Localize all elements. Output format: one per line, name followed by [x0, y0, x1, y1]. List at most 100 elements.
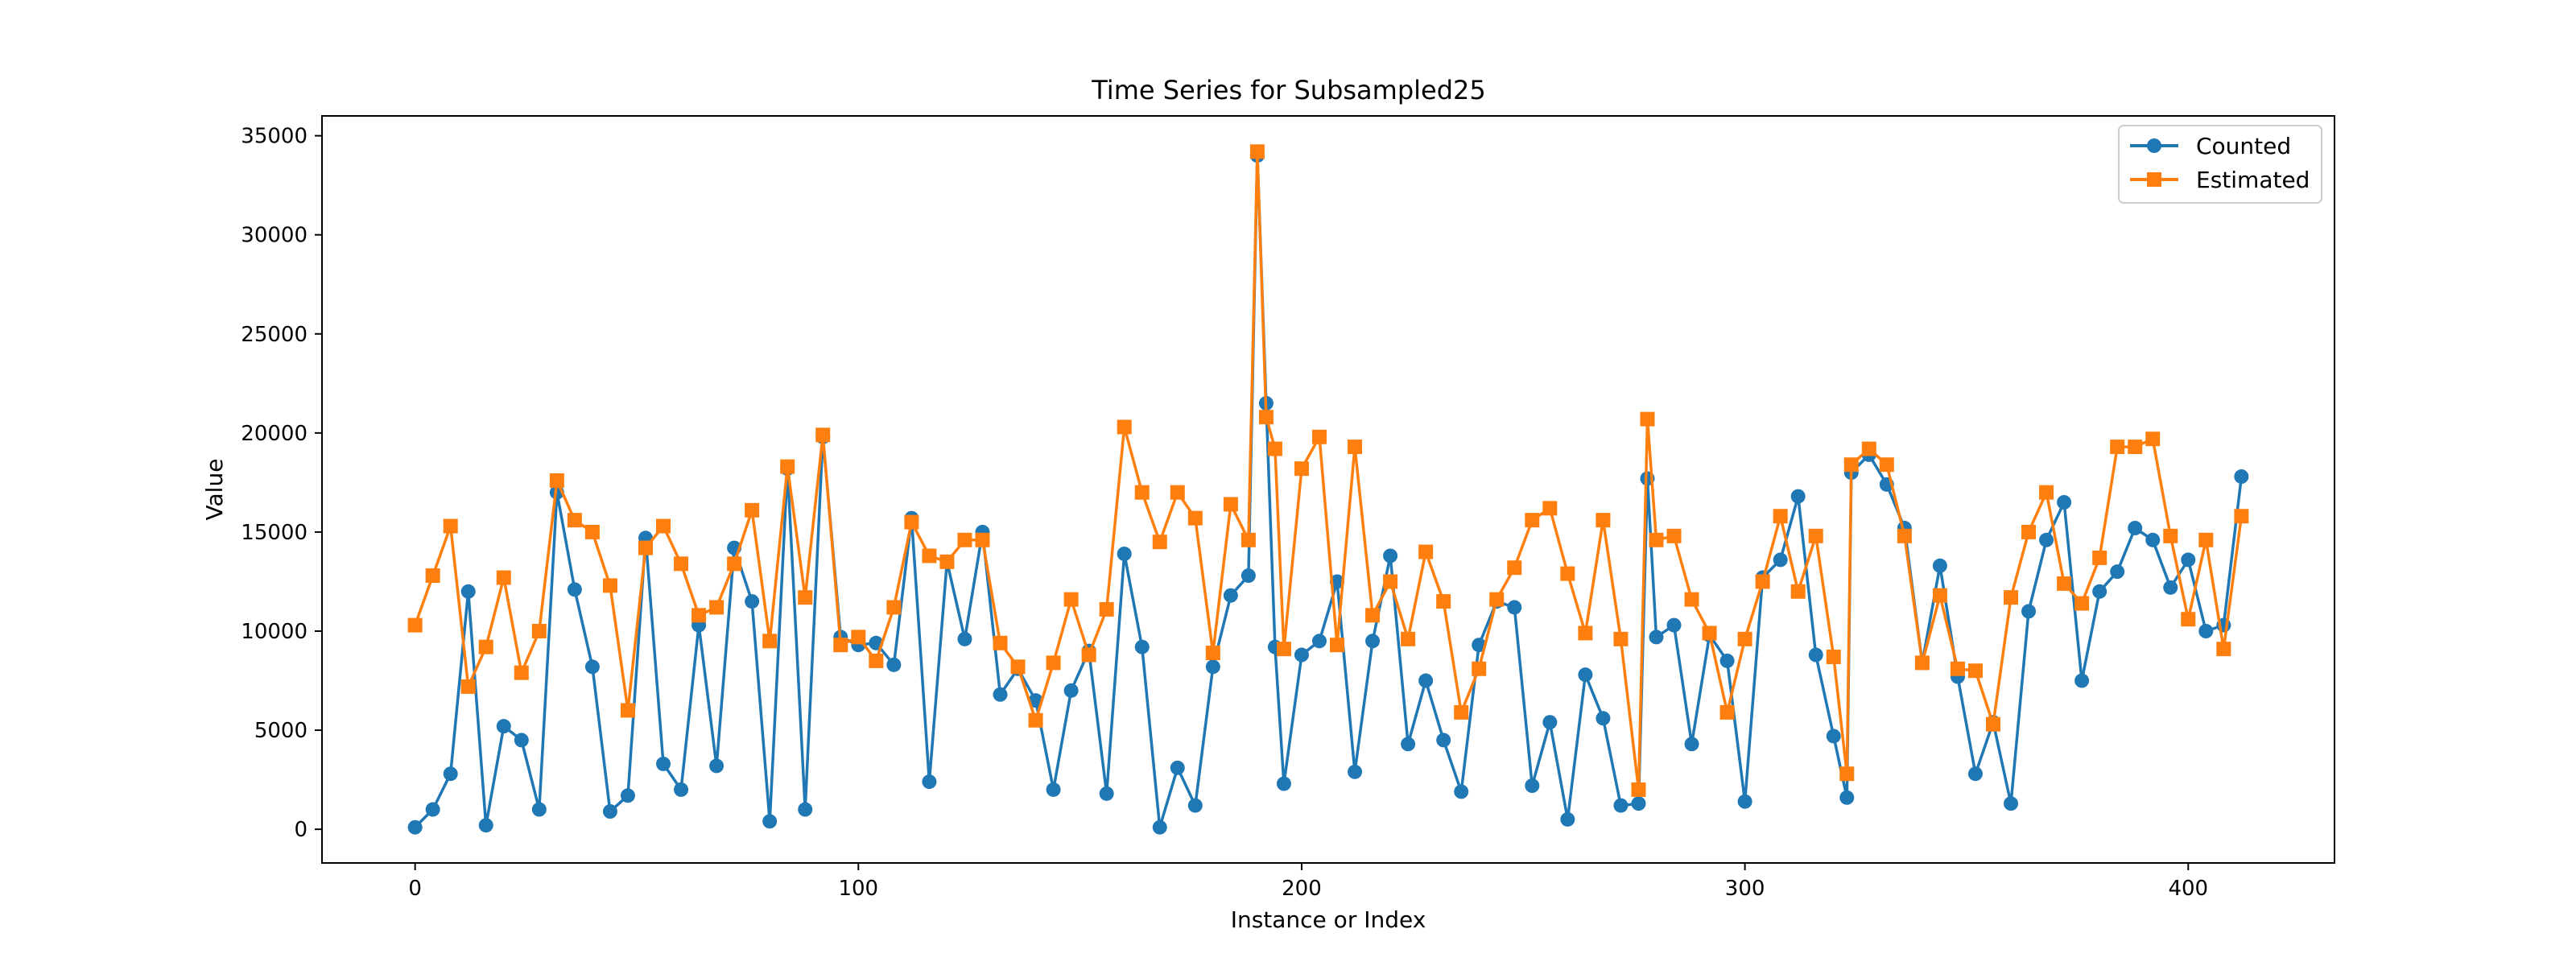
- data-point-estimated: [1596, 513, 1611, 528]
- data-point-estimated: [762, 634, 778, 649]
- data-point-counted: [478, 818, 493, 833]
- data-point-estimated: [531, 624, 547, 638]
- data-point-counted: [1826, 729, 1841, 744]
- data-point-counted: [407, 819, 423, 835]
- data-point-counted: [2057, 495, 2072, 510]
- data-point-estimated: [1010, 659, 1026, 675]
- data-point-estimated: [2216, 642, 2231, 657]
- data-point-estimated: [496, 570, 511, 585]
- data-point-estimated: [656, 518, 671, 534]
- data-point-estimated: [2163, 528, 2178, 543]
- data-point-counted: [2181, 552, 2196, 568]
- ticks-layer: 0 100 200 300 400 0 5000 10000 15000 20000 25000 30…: [241, 125, 2208, 901]
- x-tick-label: 400: [2168, 877, 2208, 901]
- data-point-estimated: [1348, 440, 1363, 455]
- data-point-counted: [1046, 782, 1061, 797]
- data-point-estimated: [727, 556, 742, 572]
- data-point-counted: [1187, 798, 1203, 813]
- data-point-counted: [1401, 737, 1416, 752]
- data-point-counted: [1525, 778, 1540, 793]
- data-point-counted: [2145, 532, 2161, 547]
- data-point-counted: [1436, 733, 1451, 748]
- data-point-estimated: [2021, 524, 2037, 539]
- data-point-estimated: [798, 590, 813, 605]
- data-point-estimated: [691, 608, 707, 623]
- data-point-estimated: [922, 548, 937, 564]
- data-point-estimated: [425, 568, 440, 584]
- x-tick-label: 200: [1282, 877, 1322, 901]
- data-point-counted: [1472, 638, 1487, 653]
- data-point-estimated: [1046, 655, 1061, 671]
- data-point-estimated: [780, 459, 795, 474]
- data-point-counted: [745, 594, 760, 609]
- data-point-estimated: [1489, 592, 1505, 607]
- data-point-estimated: [1861, 441, 1876, 456]
- data-point-estimated: [1099, 601, 1114, 617]
- data-point-estimated: [1967, 663, 1983, 679]
- data-point-counted: [709, 758, 724, 774]
- data-point-counted: [1099, 786, 1114, 801]
- data-point-counted: [620, 788, 635, 803]
- data-point-counted: [1613, 798, 1629, 813]
- y-axis-label: Value: [201, 459, 228, 521]
- data-point-counted: [1967, 766, 1983, 782]
- data-point-counted: [1578, 667, 1593, 683]
- data-point-estimated: [709, 600, 724, 615]
- data-point-estimated: [1897, 528, 1912, 543]
- data-point-counted: [886, 657, 902, 672]
- data-point-estimated: [1843, 457, 1859, 473]
- data-point-estimated: [1507, 560, 1522, 576]
- data-point-counted: [1631, 796, 1646, 811]
- data-point-estimated: [407, 617, 423, 633]
- legend-counted-label: Counted: [2196, 133, 2291, 159]
- data-point-estimated: [1028, 712, 1043, 728]
- data-point-estimated: [2092, 550, 2107, 565]
- data-point-counted: [2110, 564, 2125, 580]
- data-point-estimated: [1826, 650, 1841, 664]
- data-point-counted: [1330, 574, 1345, 589]
- data-point-estimated: [1719, 704, 1735, 720]
- data-point-estimated: [1294, 461, 1309, 477]
- data-point-counted: [602, 804, 617, 819]
- data-point-estimated: [993, 635, 1008, 650]
- data-point-estimated: [1773, 509, 1788, 524]
- data-point-estimated: [1311, 429, 1327, 444]
- data-point-counted: [2074, 673, 2090, 688]
- data-point-counted: [1294, 647, 1309, 663]
- legend-estimated-marker: [2147, 172, 2161, 187]
- data-point-counted: [762, 814, 778, 829]
- data-point-counted: [1596, 711, 1611, 726]
- data-point-estimated: [869, 653, 884, 668]
- y-tick-label: 35000: [241, 125, 308, 149]
- y-tick-label: 15000: [241, 521, 308, 545]
- x-tick-label: 0: [408, 877, 422, 901]
- data-point-estimated: [460, 679, 476, 694]
- data-point-counted: [1117, 547, 1132, 561]
- data-point-estimated: [1932, 588, 1947, 603]
- series-line-estimated: [413, 150, 2244, 791]
- data-point-estimated: [815, 427, 831, 443]
- data-point-estimated: [2145, 431, 2161, 447]
- data-point-estimated: [2057, 576, 2072, 591]
- data-point-estimated: [1436, 594, 1451, 609]
- data-point-estimated: [2128, 440, 2143, 455]
- data-point-counted: [1134, 639, 1150, 654]
- data-point-counted: [993, 687, 1008, 702]
- data-point-estimated: [1525, 513, 1540, 528]
- data-point-estimated: [1365, 608, 1381, 623]
- data-point-estimated: [549, 473, 564, 488]
- data-point-estimated: [1950, 661, 1965, 676]
- data-point-counted: [656, 756, 671, 771]
- y-tick-label: 10000: [241, 620, 308, 644]
- data-point-counted: [531, 802, 547, 817]
- y-tick-label: 20000: [241, 422, 308, 446]
- data-point-estimated: [1808, 528, 1823, 543]
- data-point-estimated: [1454, 704, 1469, 720]
- data-point-counted: [425, 802, 440, 817]
- y-tick-label: 25000: [241, 323, 308, 347]
- data-point-estimated: [1542, 501, 1558, 516]
- x-tick-label: 100: [838, 877, 878, 901]
- data-point-estimated: [1401, 631, 1416, 646]
- data-point-estimated: [2198, 532, 2214, 547]
- data-point-counted: [798, 802, 813, 817]
